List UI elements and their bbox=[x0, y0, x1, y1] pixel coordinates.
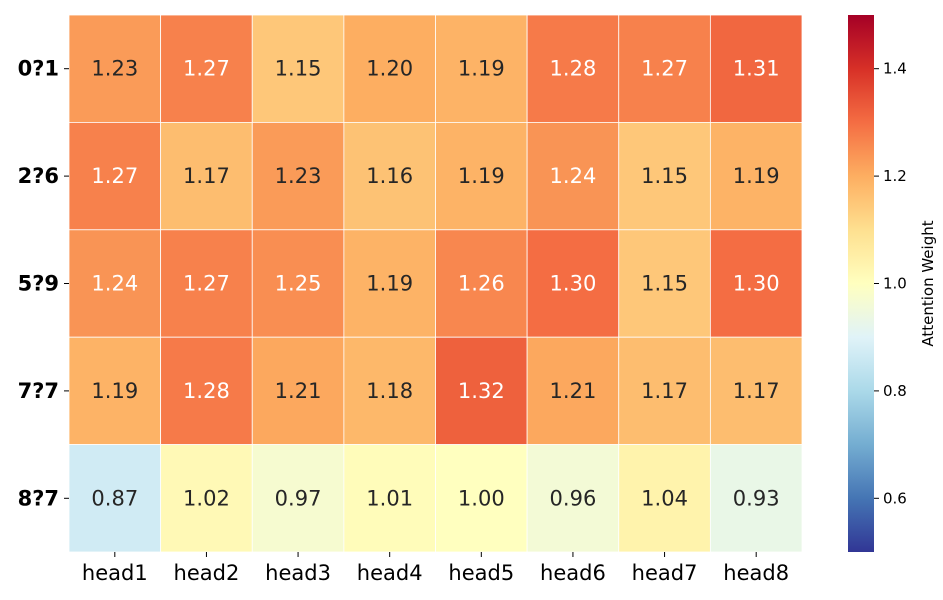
cell-value-label: 1.28 bbox=[550, 57, 597, 81]
cell-value-label: 1.23 bbox=[91, 57, 138, 81]
cell-value-label: 1.27 bbox=[91, 164, 138, 188]
heatmap-cell bbox=[435, 336, 528, 446]
colorbar-ticks: 0.6 0.8 1.0 1.2 1.4 bbox=[874, 60, 907, 507]
heatmap-cell bbox=[618, 229, 711, 338]
colorbar-tick-label: 1.0 bbox=[883, 275, 907, 293]
heatmap-cell bbox=[709, 229, 803, 338]
cell-value-label: 1.04 bbox=[641, 486, 688, 510]
y-tick-label: 7?7 bbox=[18, 379, 59, 403]
cell-value-label: 1.15 bbox=[641, 272, 688, 296]
x-tick-label: head8 bbox=[723, 561, 789, 585]
cell-value-label: 1.18 bbox=[366, 379, 413, 403]
heatmap-cell bbox=[618, 336, 711, 446]
cell-value-label: 1.24 bbox=[91, 272, 138, 296]
cell-value-label: 1.30 bbox=[733, 272, 780, 296]
heatmap-cell bbox=[68, 336, 162, 446]
cell-value-label: 0.96 bbox=[550, 486, 597, 510]
cell-value-label: 1.15 bbox=[641, 164, 688, 188]
cell-value-label: 0.97 bbox=[275, 486, 322, 510]
x-axis-ticks: head1 head2 head3 head4 head5 head6 head7 head8 bbox=[82, 552, 789, 585]
cell-value-label: 1.27 bbox=[641, 57, 688, 81]
heatmap-cells bbox=[68, 14, 803, 553]
cell-value-label: 1.21 bbox=[275, 379, 322, 403]
cell-value-label: 1.27 bbox=[183, 57, 230, 81]
colorbar-tick-label: 1.4 bbox=[883, 60, 907, 78]
x-tick-label: head6 bbox=[540, 561, 606, 585]
x-tick-label: head2 bbox=[174, 561, 240, 585]
cell-value-label: 1.17 bbox=[641, 379, 688, 403]
heatmap-cell bbox=[709, 14, 803, 123]
heatmap-cell bbox=[160, 14, 253, 123]
y-axis-ticks: 0?1 2?6 5?9 7?7 8?7 bbox=[18, 57, 69, 510]
heatmap-cell bbox=[435, 14, 528, 123]
heatmap-cell bbox=[251, 14, 345, 123]
cell-value-label: 1.19 bbox=[366, 272, 413, 296]
heatmap-cell bbox=[526, 444, 620, 553]
heatmap-cell bbox=[709, 122, 803, 231]
cell-value-label: 1.30 bbox=[550, 272, 597, 296]
y-tick-label: 0?1 bbox=[18, 57, 59, 81]
heatmap-cell bbox=[618, 122, 711, 231]
heatmap-cell bbox=[68, 229, 162, 338]
heatmap-cell bbox=[251, 229, 345, 338]
heatmap-cell bbox=[68, 14, 162, 123]
colorbar-tick-label: 0.6 bbox=[883, 489, 907, 507]
cell-value-label: 1.19 bbox=[733, 164, 780, 188]
cell-value-label: 0.93 bbox=[733, 486, 780, 510]
heatmap-cell bbox=[709, 444, 803, 553]
cell-value-label: 1.15 bbox=[275, 57, 322, 81]
colorbar-tick-label: 0.8 bbox=[883, 382, 907, 400]
heatmap-cell bbox=[343, 444, 436, 553]
cell-value-label: 1.28 bbox=[183, 379, 230, 403]
x-tick-label: head4 bbox=[357, 561, 423, 585]
cell-value-label: 1.23 bbox=[275, 164, 322, 188]
heatmap-cell bbox=[343, 336, 436, 446]
heatmap-cell bbox=[251, 336, 345, 446]
cell-value-label: 1.26 bbox=[458, 272, 505, 296]
cell-value-label: 1.31 bbox=[733, 57, 780, 81]
heatmap-cell bbox=[160, 122, 253, 231]
cell-value-label: 1.25 bbox=[275, 272, 322, 296]
y-tick-label: 5?9 bbox=[18, 272, 59, 296]
heatmap-cell bbox=[160, 229, 253, 338]
heatmap-cell bbox=[526, 14, 620, 123]
heatmap-cell bbox=[435, 444, 528, 553]
cell-value-label: 1.19 bbox=[458, 57, 505, 81]
heatmap-cell bbox=[435, 229, 528, 338]
cell-value-label: 1.19 bbox=[91, 379, 138, 403]
x-tick-label: head7 bbox=[632, 561, 698, 585]
heatmap-cell bbox=[618, 444, 711, 553]
heatmap-cell bbox=[251, 444, 345, 553]
cell-value-label: 1.16 bbox=[366, 164, 413, 188]
colorbar-gradient bbox=[848, 15, 874, 552]
cell-value-label: 1.21 bbox=[550, 379, 597, 403]
heatmap-cell bbox=[526, 229, 620, 338]
cell-value-label: 1.24 bbox=[550, 164, 597, 188]
cell-value-label: 1.19 bbox=[458, 164, 505, 188]
colorbar-tick-label: 1.2 bbox=[883, 167, 907, 185]
heatmap-cell bbox=[343, 14, 436, 123]
x-tick-label: head1 bbox=[82, 561, 148, 585]
cell-value-label: 1.02 bbox=[183, 486, 230, 510]
heatmap-cell bbox=[343, 229, 436, 338]
cell-value-label: 1.17 bbox=[733, 379, 780, 403]
heatmap-cell bbox=[343, 122, 436, 231]
heatmap-cell bbox=[435, 122, 528, 231]
heatmap-cell bbox=[526, 122, 620, 231]
colorbar-label: Attention Weight bbox=[919, 220, 937, 346]
cell-value-label: 1.27 bbox=[183, 272, 230, 296]
cell-value-label: 0.87 bbox=[91, 486, 138, 510]
cell-value-label: 1.17 bbox=[183, 164, 230, 188]
cell-value-label: 1.00 bbox=[458, 486, 505, 510]
x-tick-label: head5 bbox=[448, 561, 514, 585]
y-tick-label: 8?7 bbox=[18, 486, 59, 510]
cell-value-label: 1.01 bbox=[366, 486, 413, 510]
cell-value-label: 1.32 bbox=[458, 379, 505, 403]
x-tick-label: head3 bbox=[265, 561, 331, 585]
y-tick-label: 2?6 bbox=[18, 164, 59, 188]
cell-value-label: 1.20 bbox=[366, 57, 413, 81]
colorbar: 0.6 0.8 1.0 1.2 1.4 Attention Weight bbox=[848, 15, 937, 552]
heatmap-cell-labels: 1.23 1.27 1.15 1.20 1.19 1.28 1.27 1.31 1.27 1.17… bbox=[91, 57, 779, 511]
